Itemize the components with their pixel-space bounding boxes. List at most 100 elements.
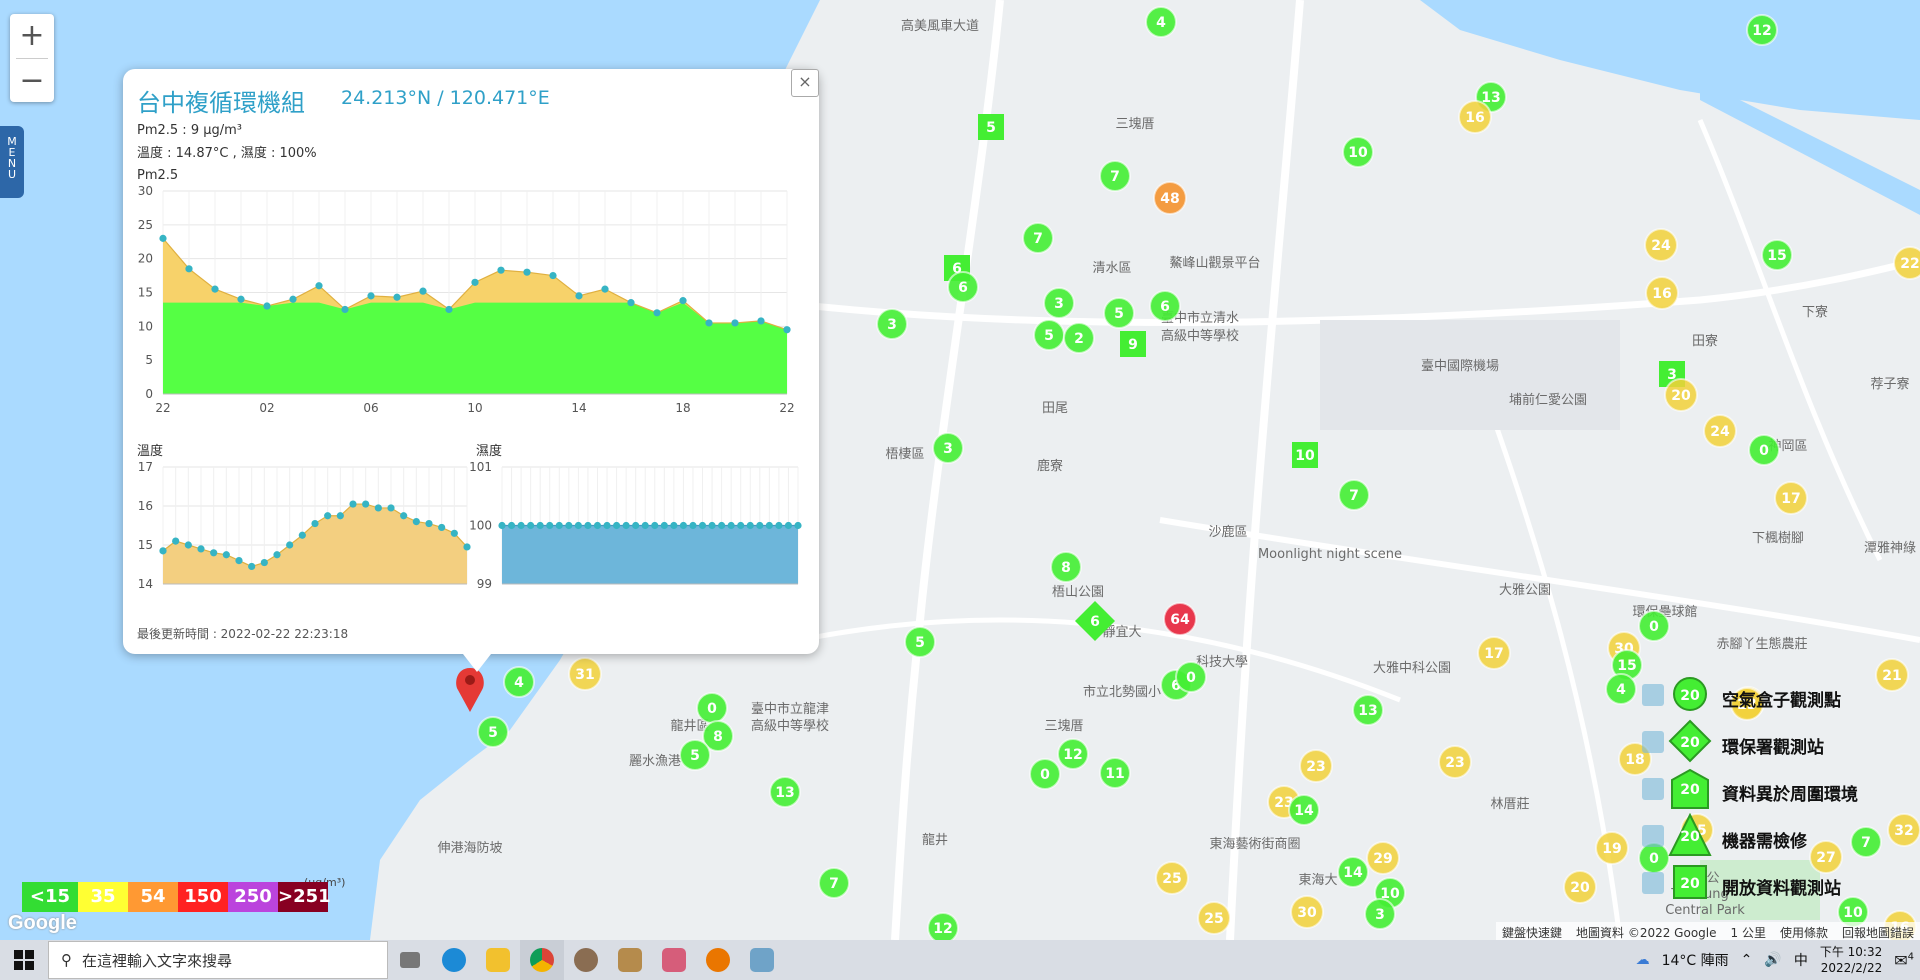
station-marker[interactable]: 4: [1145, 6, 1177, 38]
station-marker[interactable]: 4: [503, 666, 535, 698]
station-marker[interactable]: 16: [1458, 100, 1492, 134]
station-marker[interactable]: 10: [1342, 136, 1374, 168]
station-marker[interactable]: 27: [1809, 840, 1843, 874]
station-marker[interactable]: 0: [1029, 758, 1061, 790]
station-marker[interactable]: 5: [904, 626, 936, 658]
marker-value: 23: [1306, 759, 1325, 775]
station-marker[interactable]: 6: [1075, 601, 1115, 641]
station-marker[interactable]: 12: [1057, 738, 1089, 770]
station-marker[interactable]: 14: [1337, 856, 1369, 888]
station-marker[interactable]: 20: [1664, 378, 1698, 412]
edge-icon[interactable]: [432, 940, 476, 980]
marker-value: 12: [933, 921, 952, 937]
station-marker[interactable]: 10: [1292, 442, 1318, 468]
station-marker[interactable]: 0: [1638, 610, 1670, 642]
station-marker[interactable]: 8: [1050, 551, 1082, 583]
report-error-link[interactable]: 回報地圖錯誤: [1841, 926, 1914, 940]
chevron-up-icon[interactable]: ⌃: [1740, 952, 1753, 968]
popup-close-button[interactable]: ×: [791, 69, 819, 97]
station-marker[interactable]: 3: [1364, 898, 1396, 930]
station-marker[interactable]: 23: [1299, 749, 1333, 783]
station-marker[interactable]: 15: [1761, 239, 1793, 271]
task-view-icon[interactable]: [388, 940, 432, 980]
marker-value: 64: [1170, 612, 1190, 628]
station-marker[interactable]: 5: [477, 716, 509, 748]
marker-circle: [1809, 840, 1843, 874]
station-marker[interactable]: 19: [1595, 831, 1629, 865]
volume-icon[interactable]: 🔊: [1764, 952, 1782, 968]
station-marker[interactable]: 64: [1163, 602, 1197, 636]
station-marker[interactable]: 32: [1887, 813, 1920, 847]
station-marker[interactable]: 25: [1155, 861, 1189, 895]
station-marker[interactable]: 21: [1875, 658, 1909, 692]
keyboard-shortcuts-link[interactable]: 鍵盤快速鍵: [1502, 926, 1563, 940]
station-marker[interactable]: 2: [1063, 322, 1095, 354]
station-marker[interactable]: 7: [1338, 479, 1370, 511]
menu-tab-label: M E N U: [7, 135, 17, 181]
taskbar-search[interactable]: ⚲ 在這裡輸入文字來搜尋: [48, 941, 388, 979]
station-marker[interactable]: 24: [1644, 228, 1678, 262]
app-icon-2[interactable]: [608, 940, 652, 980]
data-point: [341, 305, 349, 314]
zoom-out-button[interactable]: −: [19, 63, 45, 98]
station-marker[interactable]: 48: [1153, 181, 1187, 215]
weather-text[interactable]: 14°C 陣雨: [1661, 953, 1729, 969]
station-marker[interactable]: 24: [1703, 414, 1737, 448]
station-marker[interactable]: 5: [1033, 319, 1065, 351]
station-marker[interactable]: 12: [927, 912, 959, 940]
zoom-in-button[interactable]: +: [19, 18, 45, 53]
station-marker[interactable]: 11: [1099, 757, 1131, 789]
menu-tab[interactable]: M E N U: [0, 126, 24, 198]
app-icon-3[interactable]: [740, 940, 784, 980]
station-marker[interactable]: 7: [1022, 222, 1054, 254]
station-marker[interactable]: 29: [1366, 841, 1400, 875]
blender-icon[interactable]: [696, 940, 740, 980]
station-marker[interactable]: 7: [1099, 160, 1131, 192]
snipping-tool-icon[interactable]: [652, 940, 696, 980]
station-marker[interactable]: 23: [1730, 687, 1764, 721]
station-marker[interactable]: 5: [978, 114, 1004, 140]
station-marker[interactable]: 0: [1175, 661, 1207, 693]
station-marker[interactable]: 9: [1120, 331, 1146, 357]
station-marker[interactable]: 4: [1605, 673, 1637, 705]
station-marker[interactable]: 30: [1290, 895, 1324, 929]
station-marker[interactable]: 0: [1748, 434, 1780, 466]
station-marker[interactable]: 8: [702, 720, 734, 752]
station-marker[interactable]: 7: [818, 867, 850, 899]
marker-value: 0: [1040, 767, 1050, 783]
station-marker[interactable]: 31: [568, 657, 602, 691]
station-marker[interactable]: 13: [1352, 694, 1384, 726]
station-marker[interactable]: 6: [947, 271, 979, 303]
file-explorer-icon[interactable]: [476, 940, 520, 980]
station-marker[interactable]: 0: [696, 692, 728, 724]
station-marker[interactable]: 14: [1288, 794, 1320, 826]
station-marker[interactable]: 17: [1774, 481, 1808, 515]
station-marker[interactable]: 5: [1103, 297, 1135, 329]
station-marker[interactable]: 3: [932, 432, 964, 464]
terms-link[interactable]: 使用條款: [1779, 926, 1828, 940]
chrome-icon[interactable]: [520, 940, 564, 980]
station-marker[interactable]: 16: [1645, 276, 1679, 310]
location-pin-icon[interactable]: [456, 668, 484, 712]
station-marker[interactable]: 23: [1438, 745, 1472, 779]
station-marker[interactable]: 3: [876, 308, 908, 340]
clock[interactable]: 下午 10:32 2022/2/22: [1820, 944, 1882, 976]
station-marker[interactable]: 7: [1850, 826, 1882, 858]
data-point: [311, 519, 319, 528]
app-icon-1[interactable]: [564, 940, 608, 980]
station-marker[interactable]: 20: [1563, 870, 1597, 904]
station-marker[interactable]: 5: [679, 739, 711, 771]
start-button[interactable]: [0, 940, 48, 980]
map-canvas[interactable]: 高美風車大道 三塊厝 清水區 鰲峰山觀景平台 臺中市立清水 高級中等學校 田尾 梧棲區 鹿寮 沙鹿…: [0, 0, 1920, 940]
station-marker[interactable]: 3: [1043, 287, 1075, 319]
station-marker[interactable]: 25: [1197, 901, 1231, 935]
station-marker[interactable]: 22: [1893, 246, 1920, 280]
marker-circle: [1342, 136, 1374, 168]
station-marker[interactable]: 12: [1746, 14, 1778, 46]
station-marker[interactable]: 17: [1477, 636, 1511, 670]
ime-indicator[interactable]: 中: [1793, 953, 1808, 969]
station-marker[interactable]: 13: [769, 776, 801, 808]
notification-icon[interactable]: ✉4: [1894, 950, 1914, 970]
station-marker[interactable]: 6: [1149, 290, 1181, 322]
